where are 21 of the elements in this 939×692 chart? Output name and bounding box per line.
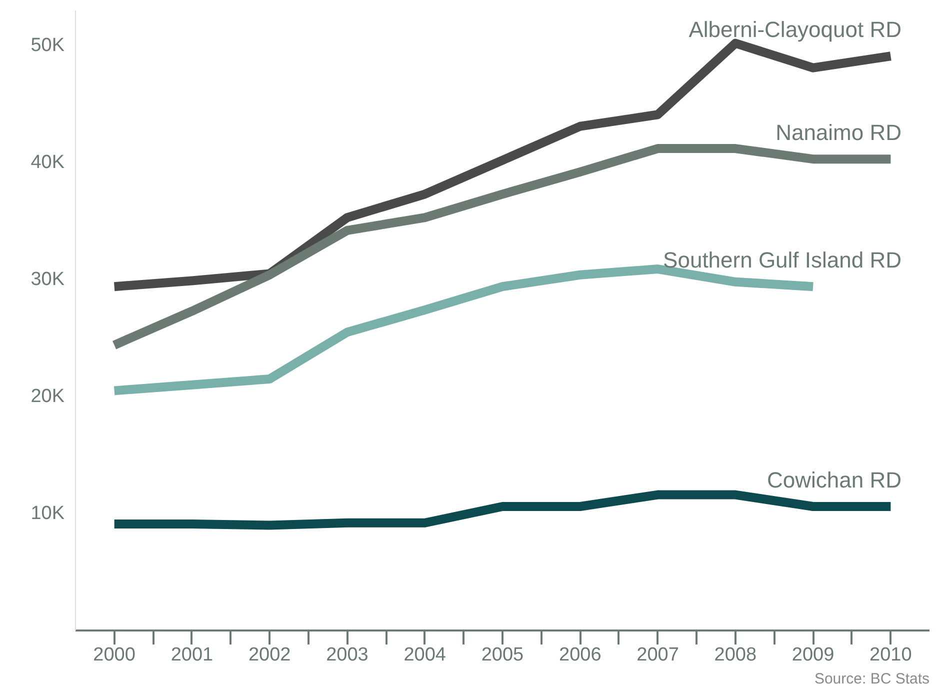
x-tick-label: 2008 xyxy=(714,644,757,666)
series-label: Southern Gulf Island RD xyxy=(663,248,902,273)
x-tick-label: 2004 xyxy=(404,644,446,666)
x-tick-label: 2010 xyxy=(870,644,912,666)
y-tick-label: 30K xyxy=(30,269,65,290)
x-tick-label: 2007 xyxy=(636,644,679,666)
x-tick-label: 2003 xyxy=(326,644,368,666)
series-label: Cowichan RD xyxy=(767,468,902,492)
x-tick-label: 2002 xyxy=(248,644,291,666)
x-tick-label: 2000 xyxy=(93,644,136,666)
series-label: Alberni-Clayoquot RD xyxy=(688,17,902,42)
y-tick-label: 50K xyxy=(30,35,65,56)
y-tick-label: 20K xyxy=(30,386,65,408)
source-note: Source: BC Stats xyxy=(814,670,930,688)
x-tick-label: 2001 xyxy=(170,644,214,666)
y-tick-label: 40K xyxy=(30,152,65,174)
x-tick-label: 2006 xyxy=(559,644,602,666)
y-tick-label: 10K xyxy=(30,503,65,524)
x-tick-label: 2005 xyxy=(481,644,524,666)
x-tick-label: 2009 xyxy=(792,644,834,666)
series-label: Nanaimo RD xyxy=(776,120,902,146)
